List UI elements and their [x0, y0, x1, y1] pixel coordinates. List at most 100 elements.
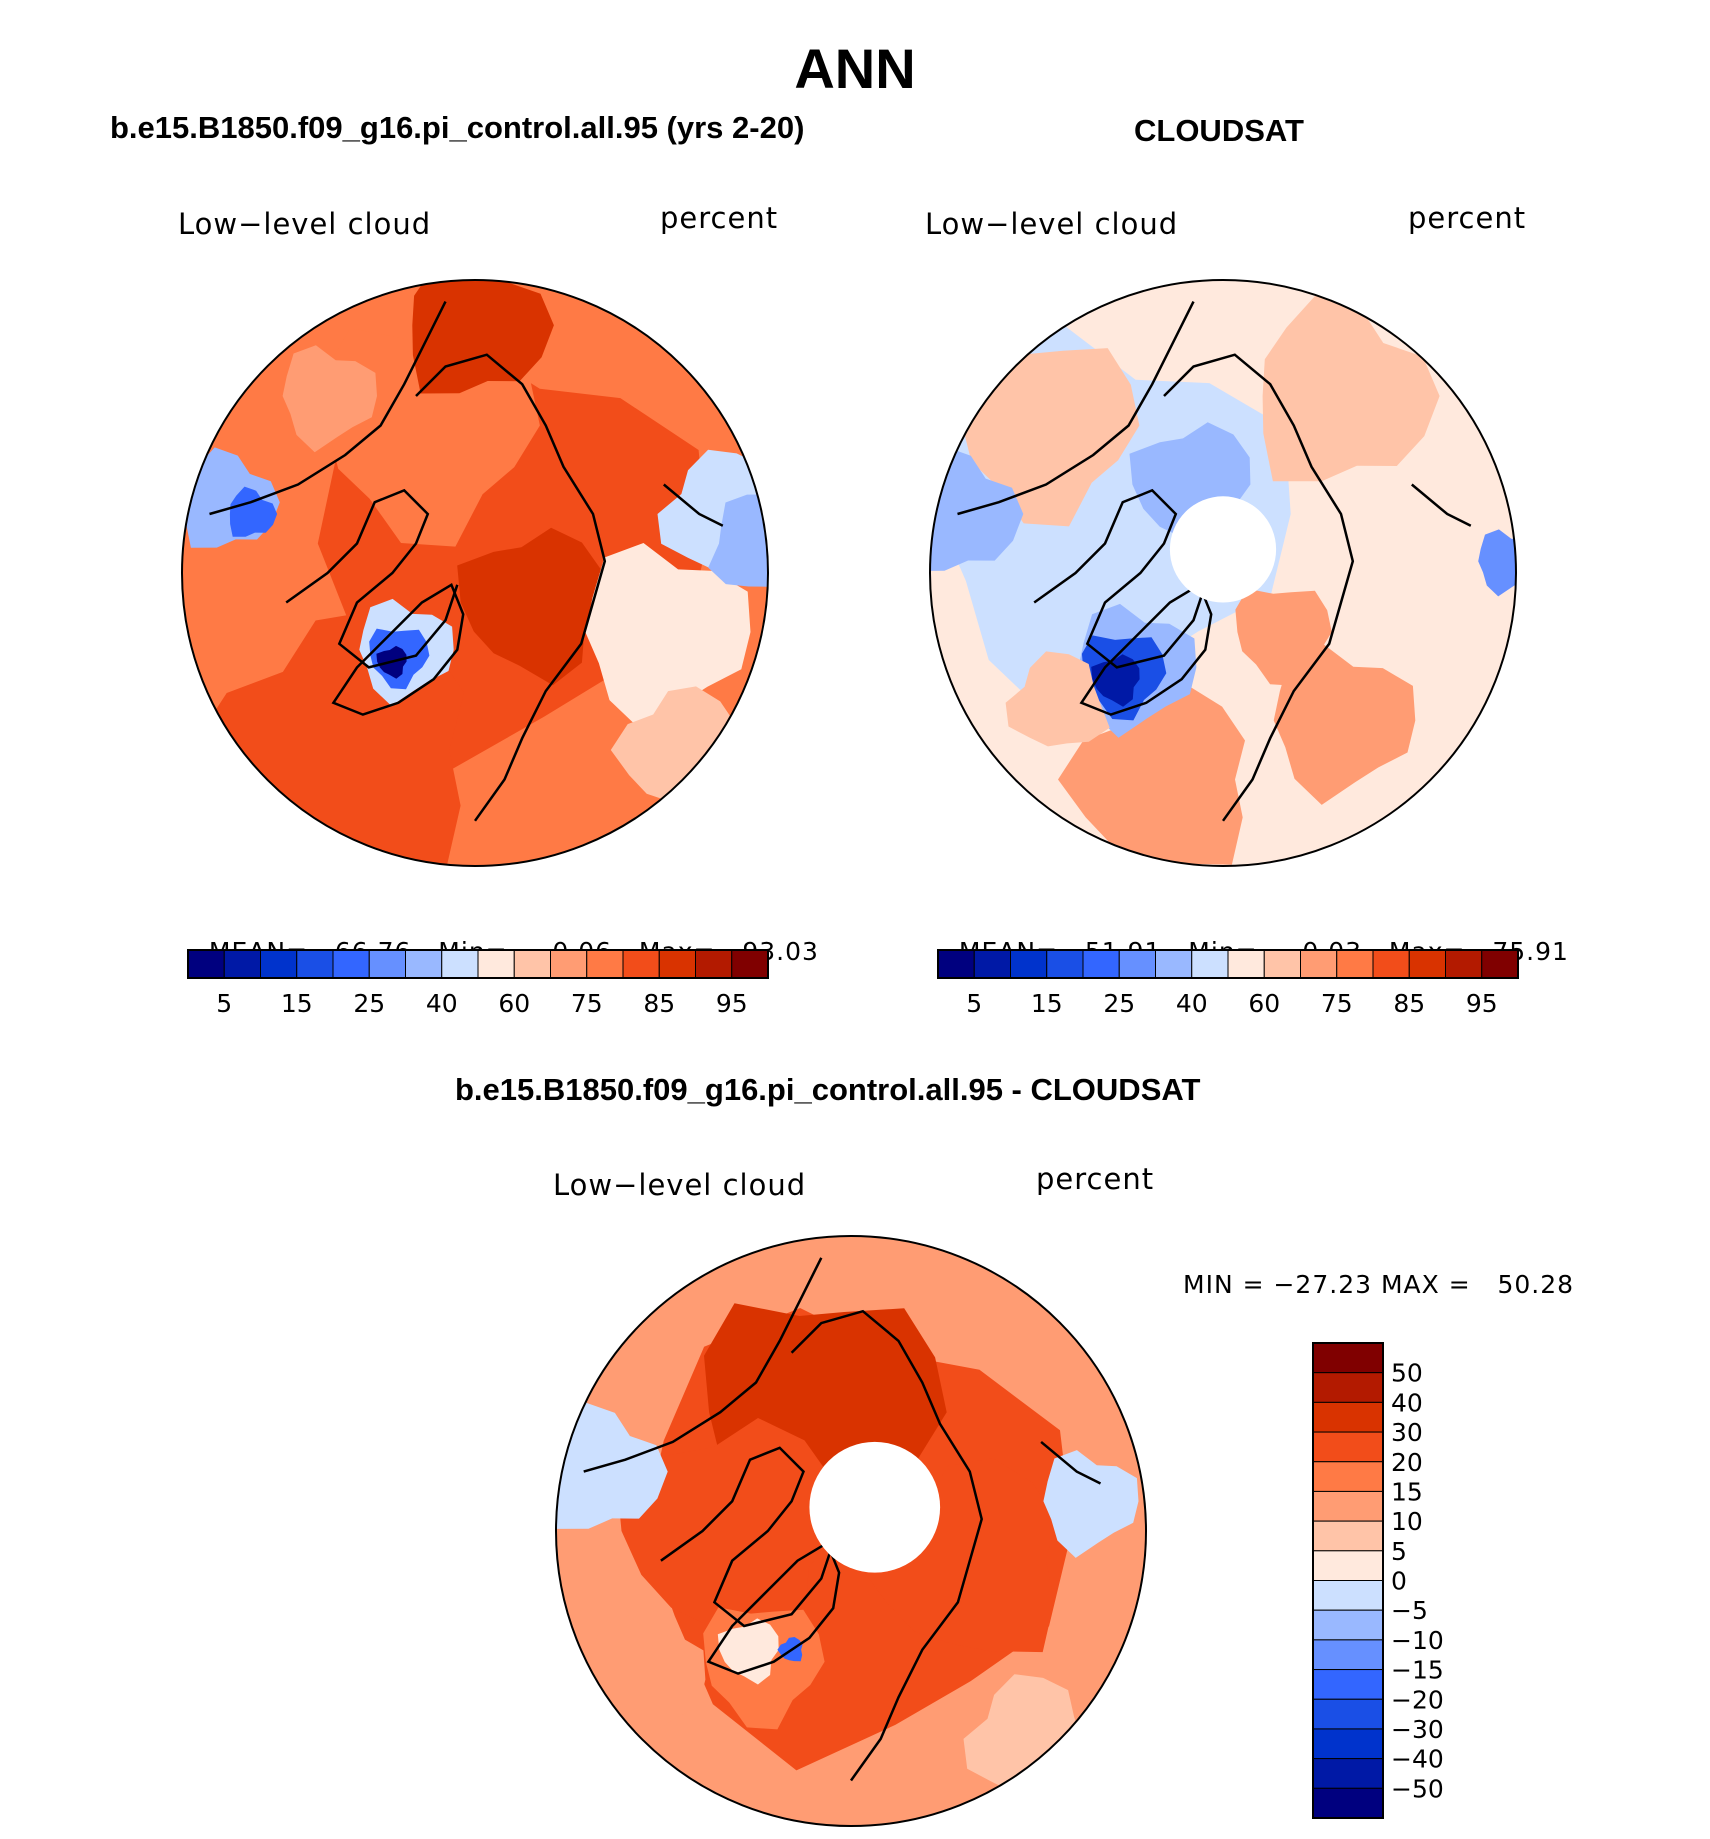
contour-region [1478, 529, 1516, 597]
panel-2-polar-map [929, 279, 1517, 867]
colorbar-tick-label: −10 [1391, 1626, 1444, 1655]
missing-data-pole [809, 1441, 941, 1573]
colorbar-swatch [296, 949, 334, 979]
colorbar-swatch [731, 949, 769, 979]
coastline [662, 483, 724, 527]
colorbar-tick-label: 15 [281, 989, 313, 1018]
contour-region [708, 494, 768, 587]
colorbar-tick-label: 5 [1391, 1537, 1407, 1566]
colorbar-swatch [1312, 1372, 1384, 1403]
contour-region [1273, 644, 1416, 805]
colorbar-swatch [1312, 1520, 1384, 1552]
contour-region [1058, 684, 1245, 865]
diff-panel-header: b.e15.B1850.f09_g16.pi_control.all.95 - … [455, 1072, 1201, 1107]
colorbar-swatch [368, 949, 406, 979]
colorbar-swatch [187, 949, 225, 979]
coastline [1033, 488, 1207, 669]
colorbar-tick-label: 60 [1248, 989, 1280, 1018]
panel-1-units-label: percent [660, 201, 779, 235]
colorbar-tick-label: 15 [1391, 1477, 1423, 1506]
colorbar-swatch [658, 949, 696, 979]
colorbar-swatch [1312, 1787, 1384, 1819]
contour-region [717, 1618, 779, 1685]
coastline [583, 1257, 823, 1473]
colorbar-swatch [1118, 949, 1156, 979]
colorbar-swatch [1312, 1342, 1384, 1374]
colorbar-tick-label: −40 [1391, 1745, 1444, 1774]
colorbar-swatch [1046, 949, 1084, 979]
coastline [415, 353, 607, 822]
contour-region [585, 543, 751, 731]
colorbar-swatch [332, 949, 370, 979]
colorbar-tick-label: 20 [1391, 1448, 1423, 1477]
contour-region [616, 1418, 836, 1656]
figure-title: ANN [794, 37, 916, 100]
colorbar-swatch [622, 949, 660, 979]
contour-region [1043, 1450, 1139, 1558]
colorbar-tick-label: 25 [353, 989, 385, 1018]
colorbar-swatch [1227, 949, 1265, 979]
colorbar-frame [187, 949, 769, 979]
panel-2-variable-label: Low−level cloud [925, 207, 1179, 241]
colorbar-tick-label: 75 [1321, 989, 1353, 1018]
colorbar-swatch [1312, 1431, 1384, 1463]
colorbar-tick-label: 60 [498, 989, 530, 1018]
contour-region [1333, 509, 1515, 706]
panel-2-header: CLOUDSAT [1134, 113, 1304, 148]
colorbar-tick-label: 85 [643, 989, 675, 1018]
colorbar-swatch [1300, 949, 1338, 979]
coastline [285, 488, 459, 669]
panel-2-units-label: percent [1408, 201, 1527, 235]
colorbar-tick-label: 5 [966, 989, 982, 1018]
colorbar-tick-label: 40 [1176, 989, 1208, 1018]
colorbar-tick-label: 50 [1391, 1359, 1423, 1388]
colorbar-tick-label: 15 [1031, 989, 1063, 1018]
greenland-coastline [1079, 582, 1213, 716]
contour-region [322, 328, 540, 547]
colorbar-swatch [1010, 949, 1048, 979]
colorbar-swatch [1312, 1609, 1384, 1641]
colorbar-tick-label: 75 [571, 989, 603, 1018]
colorbar-swatch [223, 949, 261, 979]
colorbar-tick-label: 40 [426, 989, 458, 1018]
colorbar-swatch [1312, 1758, 1384, 1789]
colorbar-tick-label: −20 [1391, 1685, 1444, 1714]
colorbar-frame [1312, 1342, 1384, 1819]
contour-region [855, 1458, 1057, 1653]
coastline [790, 1309, 983, 1782]
colorbar-swatch [1312, 1550, 1384, 1581]
colorbar-tick-label: 0 [1391, 1567, 1407, 1596]
colorbar-swatch [550, 949, 588, 979]
colorbar-tick-label: −50 [1391, 1774, 1444, 1803]
colorbar-swatch [1312, 1728, 1384, 1760]
coastline [209, 301, 447, 516]
contour-region [282, 345, 377, 453]
colorbar-tick-label: 95 [1466, 989, 1498, 1018]
coastline [957, 301, 1195, 516]
greenland-coastline [706, 1541, 841, 1675]
panel-1-colorbar: 5 15 25 40 60 75 85 95 [187, 949, 769, 1018]
coastline [1040, 1440, 1102, 1485]
colorbar-swatch [973, 949, 1011, 979]
contour-region [1005, 651, 1110, 747]
colorbar-swatch [1155, 949, 1193, 979]
colorbar-swatch [1372, 949, 1410, 979]
colorbar-swatch [1336, 949, 1374, 979]
colorbar-tick-label: 10 [1391, 1507, 1423, 1536]
colorbar-tick-label: 30 [1391, 1418, 1423, 1447]
colorbar-tick-label: 85 [1393, 989, 1425, 1018]
colorbar-tick-label: 95 [716, 989, 748, 1018]
colorbar-swatch [1445, 949, 1483, 979]
colorbar-tick-label: −30 [1391, 1715, 1444, 1744]
colorbar-frame [937, 949, 1519, 979]
panel-1-header: b.e15.B1850.f09_g16.pi_control.all.95 (y… [110, 110, 805, 145]
coastline [1163, 353, 1355, 822]
colorbar-swatch [1312, 1669, 1384, 1700]
colorbar-swatch [1312, 1580, 1384, 1611]
map-boundary [181, 279, 769, 867]
map-boundary [929, 279, 1517, 867]
colorbar-swatch [937, 949, 975, 979]
colorbar-tick-label: −5 [1391, 1596, 1428, 1625]
coastline [1410, 483, 1472, 527]
